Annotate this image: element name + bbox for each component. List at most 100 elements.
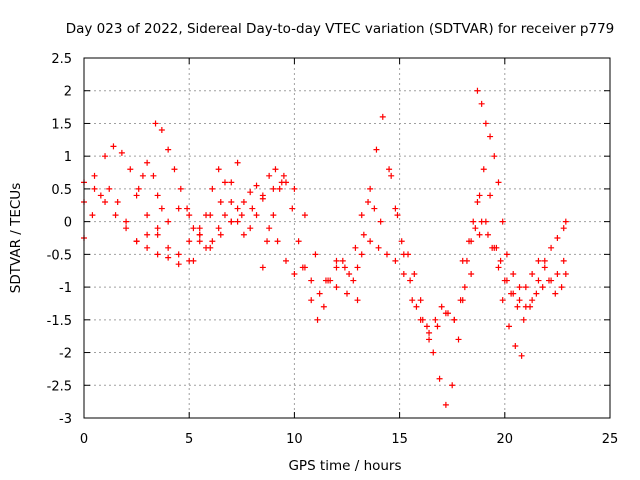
data-point [392, 205, 399, 212]
data-point [133, 238, 140, 245]
data-point [333, 284, 340, 291]
data-point [203, 212, 210, 219]
data-point [133, 192, 140, 199]
data-point [548, 277, 555, 284]
data-point [432, 316, 439, 323]
data-point [419, 316, 426, 323]
data-point [541, 257, 548, 264]
data-point [217, 231, 224, 238]
data-point [221, 212, 228, 219]
satellite-track-3 [81, 172, 361, 304]
data-point [386, 166, 393, 173]
satellite-track-8 [266, 225, 483, 343]
satellite-track-5 [152, 120, 260, 251]
data-point [358, 212, 365, 219]
data-point [472, 225, 479, 232]
data-point [480, 166, 487, 173]
data-point [247, 225, 254, 232]
data-point [474, 199, 481, 205]
data-point [548, 244, 555, 251]
data-point [184, 205, 191, 212]
data-point [383, 251, 390, 258]
data-point [529, 271, 536, 277]
satellite-track-12 [459, 218, 567, 304]
data-point [499, 297, 506, 304]
data-point [150, 172, 157, 179]
y-tick-label: 1 [64, 150, 72, 165]
data-point [196, 231, 203, 238]
data-point [371, 205, 378, 212]
data-point [320, 303, 327, 310]
data-point [249, 205, 256, 212]
data-point [102, 153, 109, 160]
data-point [276, 185, 283, 192]
data-point [461, 284, 468, 291]
data-point [165, 254, 172, 261]
data-point [209, 185, 216, 192]
data-point [314, 316, 321, 323]
data-point [503, 251, 510, 258]
data-point [270, 185, 277, 192]
data-point [325, 277, 332, 284]
data-point [484, 231, 491, 238]
data-point [520, 316, 527, 323]
data-point [552, 290, 559, 297]
data-point [177, 185, 184, 192]
data-point [154, 251, 161, 258]
x-axis-title: GPS time / hours [288, 458, 401, 474]
data-point [354, 297, 361, 304]
data-point [291, 271, 298, 277]
data-point [535, 257, 542, 264]
data-point [228, 199, 235, 205]
data-point [409, 297, 416, 304]
data-point [365, 199, 372, 205]
data-point [215, 225, 222, 232]
data-point [466, 238, 473, 245]
x-tick-label: 25 [602, 432, 619, 447]
chart-title: Day 023 of 2022, Sidereal Day-to-day VTE… [65, 21, 615, 37]
data-point [144, 212, 151, 219]
data-point [196, 238, 203, 245]
data-point [217, 199, 224, 205]
data-point [127, 166, 134, 173]
data-point [118, 149, 125, 156]
data-point [266, 172, 273, 179]
data-point [398, 238, 405, 245]
data-point [459, 257, 466, 264]
data-point [560, 225, 567, 232]
data-point [259, 192, 266, 199]
data-point [516, 284, 523, 291]
x-tick-label: 15 [391, 432, 408, 447]
data-point [270, 212, 277, 219]
data-point [234, 218, 241, 225]
data-point [522, 303, 529, 310]
x-tick-label: 20 [497, 432, 514, 447]
data-point [171, 166, 178, 173]
data-point [175, 205, 182, 212]
data-point [221, 179, 228, 186]
data-point [407, 277, 414, 284]
satellite-track-1 [81, 143, 241, 258]
data-point [413, 303, 420, 310]
data-point [514, 303, 521, 310]
data-point [259, 264, 266, 271]
data-point [196, 225, 203, 232]
data-point [308, 297, 315, 304]
data-point [354, 264, 361, 271]
y-axis-title: SDTVAR / TECUs [8, 183, 24, 293]
data-point [123, 218, 130, 225]
data-point [282, 257, 289, 264]
data-point [158, 205, 165, 212]
y-tick-label: 2.5 [51, 52, 72, 67]
data-point [482, 120, 489, 127]
data-point [360, 231, 367, 238]
data-point [341, 264, 348, 271]
data-point [367, 185, 374, 192]
y-tick-label: -2.5 [47, 379, 72, 394]
data-point [190, 257, 197, 264]
data-point [388, 172, 395, 179]
y-tick-label: 0 [64, 216, 72, 231]
data-point [152, 120, 159, 127]
data-point [506, 323, 513, 330]
data-point [375, 244, 382, 251]
